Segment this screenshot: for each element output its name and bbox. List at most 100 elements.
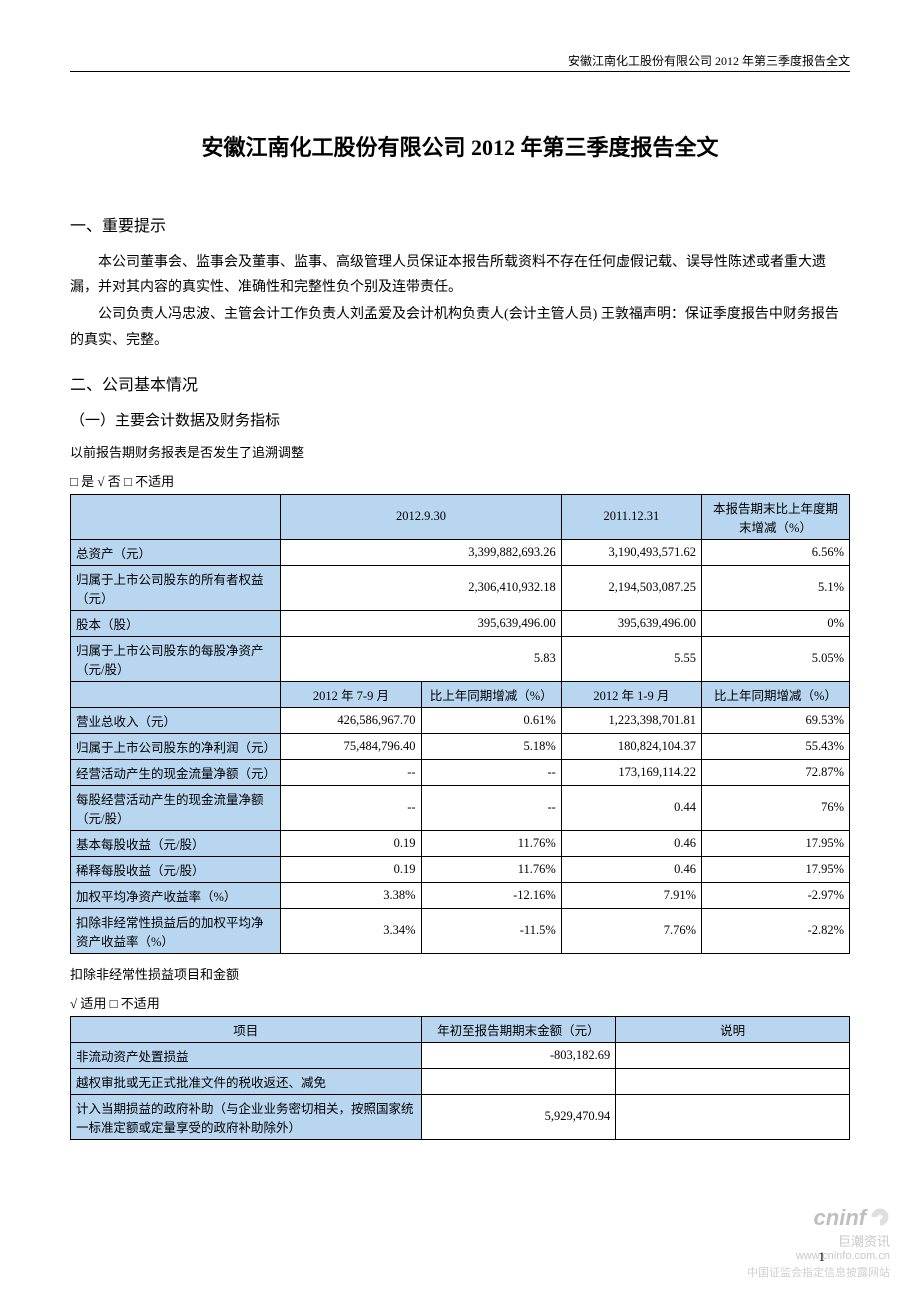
- cell: 3.34%: [281, 908, 421, 953]
- cell: 17.95%: [701, 856, 849, 882]
- row-label: 计入当期损益的政府补助（与企业业务密切相关，按照国家统一标准定额或定量享受的政府…: [71, 1094, 422, 1139]
- section-1-para-2: 公司负责人冯忠波、主管会计工作负责人刘孟爱及会计机构负责人(会计主管人员) 王敦…: [70, 302, 850, 352]
- retro-adjust-options: □ 是 √ 否 □ 不适用: [70, 471, 850, 490]
- retro-adjust-note: 以前报告期财务报表是否发生了追溯调整: [70, 442, 850, 461]
- cell: 0.46: [561, 830, 701, 856]
- cell: [616, 1068, 850, 1094]
- cell: 2,306,410,932.18: [281, 565, 561, 610]
- cell: --: [281, 785, 421, 830]
- table-row: 计入当期损益的政府补助（与企业业务密切相关，按照国家统一标准定额或定量享受的政府…: [71, 1094, 850, 1139]
- cell: 5.83: [281, 636, 561, 681]
- table-row: 归属于上市公司股东的所有者权益（元） 2,306,410,932.18 2,19…: [71, 565, 850, 610]
- cell: 7.76%: [561, 908, 701, 953]
- cell: -803,182.69: [421, 1042, 616, 1068]
- brand-cn: 巨潮资讯: [747, 1231, 890, 1250]
- table-row: 项目 年初至报告期期末金额（元） 说明: [71, 1016, 850, 1042]
- document-page: 安徽江南化工股份有限公司 2012 年第三季度报告全文 安徽江南化工股份有限公司…: [0, 0, 920, 1300]
- brand-en: cninf: [814, 1205, 867, 1230]
- col-ytd-2012: 2012 年 1-9 月: [561, 681, 701, 707]
- row-label: 每股经营活动产生的现金流量净额（元/股）: [71, 785, 281, 830]
- cell: 3.38%: [281, 882, 421, 908]
- col-item: 项目: [71, 1016, 422, 1042]
- section-2-sub-1: （一）主要会计数据及财务指标: [70, 409, 850, 430]
- col-blank: [71, 494, 281, 539]
- cell: 395,639,496.00: [561, 610, 701, 636]
- row-label: 非流动资产处置损益: [71, 1042, 422, 1068]
- col-amount: 年初至报告期期末金额（元）: [421, 1016, 616, 1042]
- running-header: 安徽江南化工股份有限公司 2012 年第三季度报告全文: [70, 52, 850, 72]
- col-desc: 说明: [616, 1016, 850, 1042]
- row-label: 股本（股）: [71, 610, 281, 636]
- financial-indicators-table: 2012.9.30 2011.12.31 本报告期末比上年度期末增减（%） 总资…: [70, 494, 850, 954]
- cell: 5,929,470.94: [421, 1094, 616, 1139]
- table-row: 扣除非经常性损益后的加权平均净资产收益率（%） 3.34% -11.5% 7.7…: [71, 908, 850, 953]
- row-label: 稀释每股收益（元/股）: [71, 856, 281, 882]
- table-row: 总资产（元） 3,399,882,693.26 3,190,493,571.62…: [71, 539, 850, 565]
- cell: 0.19: [281, 856, 421, 882]
- brand-icon: [870, 1207, 890, 1227]
- section-1-heading: 一、重要提示: [70, 212, 850, 236]
- cell: 3,399,882,693.26: [281, 539, 561, 565]
- table-row: 归属于上市公司股东的每股净资产（元/股） 5.83 5.55 5.05%: [71, 636, 850, 681]
- row-label: 经营活动产生的现金流量净额（元）: [71, 759, 281, 785]
- cninfo-watermark: cninf 巨潮资讯 www.cninfo.com.cn 中国证监会指定信息披露…: [747, 1205, 890, 1280]
- cell: [616, 1094, 850, 1139]
- col-yoy-2: 比上年同期增减（%）: [701, 681, 849, 707]
- table-row: 非流动资产处置损益 -803,182.69: [71, 1042, 850, 1068]
- document-title: 安徽江南化工股份有限公司 2012 年第三季度报告全文: [70, 130, 850, 162]
- cell: 426,586,967.70: [281, 707, 421, 733]
- row-label: 基本每股收益（元/股）: [71, 830, 281, 856]
- cell: --: [421, 785, 561, 830]
- table-row: 加权平均净资产收益率（%） 3.38% -12.16% 7.91% -2.97%: [71, 882, 850, 908]
- cell: 11.76%: [421, 830, 561, 856]
- non-recurring-items-table: 项目 年初至报告期期末金额（元） 说明 非流动资产处置损益 -803,182.6…: [70, 1016, 850, 1140]
- cell: 6.56%: [701, 539, 849, 565]
- cell: 2,194,503,087.25: [561, 565, 701, 610]
- table-row: 稀释每股收益（元/股） 0.19 11.76% 0.46 17.95%: [71, 856, 850, 882]
- brand-desc: 中国证监会指定信息披露网站: [747, 1264, 890, 1280]
- col-change-pct: 本报告期末比上年度期末增减（%）: [701, 494, 849, 539]
- table-row: 营业总收入（元） 426,586,967.70 0.61% 1,223,398,…: [71, 707, 850, 733]
- row-label: 归属于上市公司股东的净利润（元）: [71, 733, 281, 759]
- cell: 180,824,104.37: [561, 733, 701, 759]
- cell: -2.97%: [701, 882, 849, 908]
- col-period-2012: 2012.9.30: [281, 494, 561, 539]
- cell: 5.18%: [421, 733, 561, 759]
- non-recurring-note: 扣除非经常性损益项目和金额: [70, 964, 850, 983]
- cell: --: [421, 759, 561, 785]
- cell: -11.5%: [421, 908, 561, 953]
- cell: 72.87%: [701, 759, 849, 785]
- brand-url: www.cninfo.com.cn: [747, 1250, 890, 1262]
- table-row: 越权审批或无正式批准文件的税收返还、减免: [71, 1068, 850, 1094]
- cell: 0.46: [561, 856, 701, 882]
- cell: [616, 1042, 850, 1068]
- table-row: 2012.9.30 2011.12.31 本报告期末比上年度期末增减（%）: [71, 494, 850, 539]
- cell: -2.82%: [701, 908, 849, 953]
- col-yoy-1: 比上年同期增减（%）: [421, 681, 561, 707]
- section-2-heading: 二、公司基本情况: [70, 371, 850, 395]
- row-label: 加权平均净资产收益率（%）: [71, 882, 281, 908]
- cell: 1,223,398,701.81: [561, 707, 701, 733]
- col-q3-2012: 2012 年 7-9 月: [281, 681, 421, 707]
- cell: 17.95%: [701, 830, 849, 856]
- table-row: 每股经营活动产生的现金流量净额（元/股） -- -- 0.44 76%: [71, 785, 850, 830]
- cell: 3,190,493,571.62: [561, 539, 701, 565]
- cell: 7.91%: [561, 882, 701, 908]
- section-1-para-1: 本公司董事会、监事会及董事、监事、高级管理人员保证本报告所载资料不存在任何虚假记…: [70, 250, 850, 300]
- cell: 5.05%: [701, 636, 849, 681]
- row-label: 总资产（元）: [71, 539, 281, 565]
- non-recurring-options: √ 适用 □ 不适用: [70, 993, 850, 1012]
- cell: [421, 1068, 616, 1094]
- row-label: 扣除非经常性损益后的加权平均净资产收益率（%）: [71, 908, 281, 953]
- table-row: 经营活动产生的现金流量净额（元） -- -- 173,169,114.22 72…: [71, 759, 850, 785]
- col-blank: [71, 681, 281, 707]
- cell: --: [281, 759, 421, 785]
- table-row: 归属于上市公司股东的净利润（元） 75,484,796.40 5.18% 180…: [71, 733, 850, 759]
- cell: 395,639,496.00: [281, 610, 561, 636]
- cell: 76%: [701, 785, 849, 830]
- cell: 0.44: [561, 785, 701, 830]
- cell: 173,169,114.22: [561, 759, 701, 785]
- cell: 0.19: [281, 830, 421, 856]
- cell: 5.1%: [701, 565, 849, 610]
- cell: 75,484,796.40: [281, 733, 421, 759]
